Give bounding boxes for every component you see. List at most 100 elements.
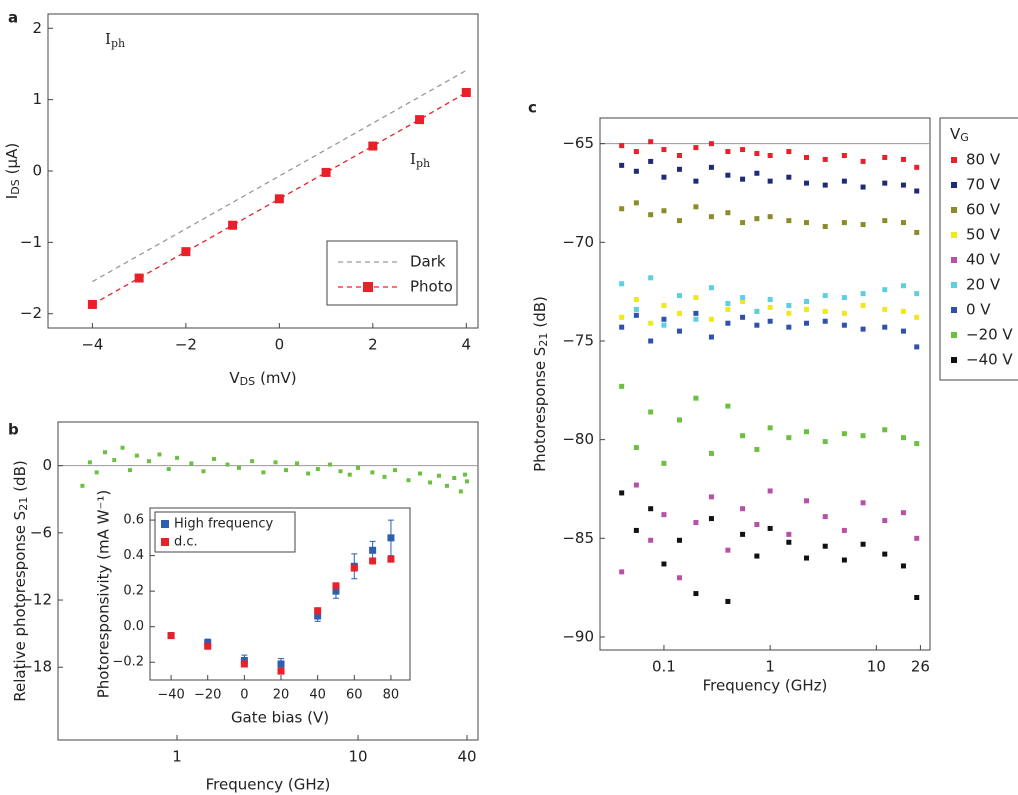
x-tick-label: −4: [81, 336, 103, 354]
y-tick-label: −12: [20, 591, 52, 609]
y-axis-label: Photoresponse S21 (dB): [531, 296, 551, 472]
y-tick-label: 0: [32, 162, 42, 180]
data-point: [619, 143, 625, 149]
y-axis-label-main: I: [3, 195, 21, 199]
x-axis-label-main: V: [229, 369, 240, 387]
data-point: [369, 546, 377, 554]
data-point: [786, 435, 792, 441]
data-point: [661, 512, 667, 518]
data-point: [914, 229, 920, 235]
data-point: [725, 172, 731, 178]
data-point: [914, 314, 920, 320]
data-point: [327, 462, 332, 467]
data-point: [648, 158, 654, 164]
data-point: [619, 383, 625, 389]
data-point: [914, 535, 920, 541]
data-point: [914, 164, 920, 170]
data-point: [167, 632, 175, 640]
legend-label: −40 V: [966, 351, 1013, 369]
x-tick-label: 10: [867, 658, 886, 676]
data-point: [767, 304, 773, 310]
data-point: [676, 152, 682, 158]
y-tick-label: −0.2: [112, 655, 144, 670]
legend-label: 40 V: [966, 251, 1001, 269]
data-point: [786, 310, 792, 316]
panel-c: −90 −85 −80 −75 −70 −65 0.1 1 10 26 80 V 70 V 60 V 50…: [562, 117, 1018, 676]
data-point: [708, 316, 714, 322]
legend-box: [154, 511, 296, 553]
data-point: [406, 478, 411, 483]
legend-marker: [951, 282, 957, 288]
data-point: [841, 557, 847, 563]
y-tick-label: −75: [562, 331, 594, 349]
y-axis-label-sub: DS: [9, 179, 22, 194]
data-point: [633, 149, 639, 155]
x-tick-label: 0: [275, 336, 285, 354]
data-point: [822, 224, 828, 230]
y-tick-label: −1: [20, 233, 42, 251]
data-point: [900, 510, 906, 516]
data-point: [648, 409, 654, 415]
data-point: [211, 456, 216, 461]
data-point: [900, 435, 906, 441]
data-point: [633, 200, 639, 206]
data-point: [676, 417, 682, 423]
data-point: [914, 291, 920, 297]
data-point: [633, 306, 639, 312]
x-tick-label: 40: [309, 688, 326, 703]
data-point: [332, 582, 340, 590]
data-point: [841, 527, 847, 533]
data-point: [250, 459, 255, 464]
data-point: [786, 149, 792, 155]
data-point: [767, 318, 773, 324]
data-point: [882, 287, 888, 293]
y-axis-label: Relative photoresponse S21 (dB): [11, 460, 31, 701]
x-tick-label: 1: [765, 658, 775, 676]
data-point: [661, 460, 667, 466]
legend-marker: [951, 182, 957, 188]
data-point: [804, 429, 810, 435]
x-axis-label: Gate bias (V): [231, 709, 329, 727]
data-point: [860, 500, 866, 506]
data-point: [693, 395, 699, 401]
data-point: [648, 320, 654, 326]
data-point: [822, 293, 828, 299]
data-point: [804, 306, 810, 312]
data-point: [619, 314, 625, 320]
x-tick-label: −2: [175, 336, 197, 354]
data-point: [661, 322, 667, 328]
data-point: [370, 470, 375, 475]
data-point: [767, 297, 773, 303]
data-point: [306, 471, 311, 476]
data-point: [900, 283, 906, 289]
data-point: [676, 328, 682, 334]
data-point: [822, 318, 828, 324]
y-tick-label: −85: [562, 529, 594, 547]
data-point: [740, 220, 746, 226]
data-point: [860, 433, 866, 439]
x-tick-label: 0: [240, 688, 248, 703]
data-point: [767, 214, 773, 220]
legend-label: 0 V: [966, 301, 991, 319]
legend-marker: [951, 207, 957, 213]
data-point: [387, 534, 395, 542]
data-point: [321, 167, 331, 177]
data-point: [740, 314, 746, 320]
legend-marker: [951, 257, 957, 263]
data-point: [240, 656, 248, 664]
data-point: [189, 461, 194, 466]
data-point: [740, 176, 746, 182]
x-axis-label-sub: DS: [240, 375, 255, 388]
data-point: [261, 470, 266, 475]
data-point: [882, 427, 888, 433]
data-point: [822, 308, 828, 314]
data-point: [676, 310, 682, 316]
y-axis-label-sub: 21: [537, 333, 550, 347]
data-point: [882, 180, 888, 186]
data-point: [676, 575, 682, 581]
data-point: [725, 300, 731, 306]
data-point: [465, 479, 470, 484]
data-point: [314, 607, 322, 615]
data-point: [804, 299, 810, 305]
data-point: [201, 469, 206, 474]
